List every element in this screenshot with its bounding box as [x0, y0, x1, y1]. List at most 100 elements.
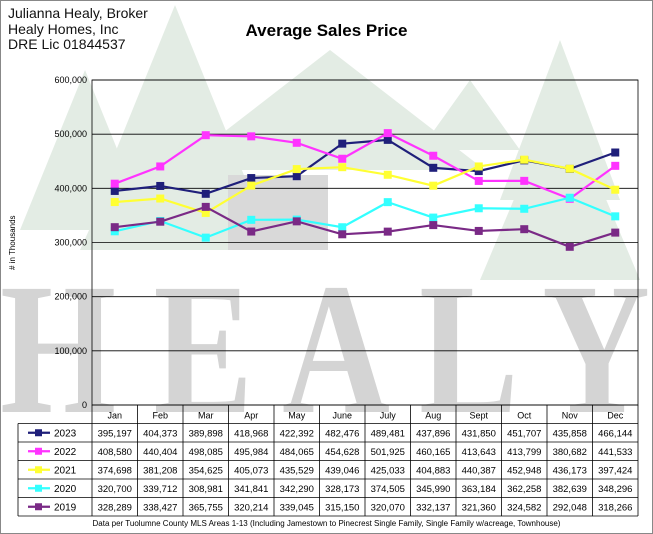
table-cell: 321,360	[462, 502, 496, 513]
table-cell: 381,208	[143, 465, 177, 476]
table-cell: 318,266	[598, 502, 632, 513]
table-cell: 315,150	[325, 502, 359, 513]
table-cell: 495,984	[234, 447, 268, 458]
table-cell: 338,427	[143, 502, 177, 513]
data-point-2022	[292, 138, 301, 147]
table-cell: 339,045	[280, 502, 314, 513]
x-tick-label: Oct	[517, 410, 532, 420]
data-point-2019	[429, 221, 438, 230]
y-tick-label: 0	[82, 400, 87, 410]
data-point-2022	[247, 132, 256, 141]
legend-marker-2021	[35, 466, 42, 474]
x-tick-label: Feb	[152, 410, 168, 420]
table-cell: 320,700	[98, 484, 132, 495]
data-point-2020	[565, 193, 574, 202]
data-point-2022	[338, 154, 347, 163]
data-point-2022	[383, 129, 392, 138]
data-point-2020	[520, 204, 529, 213]
data-point-2022	[156, 162, 165, 171]
data-point-2023	[429, 163, 438, 172]
table-cell: 320,214	[234, 502, 268, 513]
legend-label-2019: 2019	[54, 502, 77, 513]
table-cell: 431,850	[462, 428, 496, 439]
table-cell: 342,290	[280, 484, 314, 495]
table-cell: 292,048	[553, 502, 587, 513]
data-point-2021	[383, 170, 392, 179]
y-tick-label: 300,000	[54, 238, 87, 248]
table-cell: 413,799	[507, 447, 541, 458]
table-cell: 418,968	[234, 428, 268, 439]
table-cell: 389,898	[189, 428, 223, 439]
y-tick-label: 500,000	[54, 129, 87, 139]
data-point-2019	[110, 223, 119, 232]
data-point-2023	[338, 139, 347, 148]
table-cell: 440,387	[462, 465, 496, 476]
table-cell: 363,184	[462, 484, 496, 495]
table-cell: 489,481	[371, 428, 405, 439]
table-cell: 397,424	[598, 465, 632, 476]
footnote: Data per Tuolumne County MLS Areas 1-13 …	[92, 519, 561, 528]
x-tick-label: Nov	[562, 410, 579, 420]
x-tick-label: Apr	[244, 410, 258, 420]
data-point-2019	[338, 230, 347, 239]
data-point-2020	[201, 233, 210, 242]
table-cell: 498,085	[189, 447, 223, 458]
data-point-2021	[611, 185, 620, 194]
table-cell: 404,373	[143, 428, 177, 439]
data-point-2023	[247, 174, 256, 183]
x-tick-label: Aug	[425, 410, 441, 420]
series-line-2022	[114, 131, 616, 201]
table-cell: 332,137	[416, 502, 450, 513]
broker-license: DRE Lic 01844537	[8, 36, 126, 52]
legend-marker-2023	[35, 429, 42, 437]
data-point-2019	[565, 242, 574, 251]
table-cell: 320,070	[371, 502, 405, 513]
table-cell: 382,639	[553, 484, 587, 495]
table-cell: 339,712	[143, 484, 177, 495]
data-point-2020	[474, 204, 483, 213]
data-point-2019	[247, 227, 256, 236]
legend-label-2020: 2020	[54, 484, 77, 495]
table-cell: 437,896	[416, 428, 450, 439]
data-point-2019	[474, 226, 483, 235]
table-cell: 454,628	[325, 447, 359, 458]
legend-marker-2022	[35, 447, 42, 455]
data-point-2023	[156, 181, 165, 190]
data-point-2021	[110, 198, 119, 207]
table-cell: 484,065	[280, 447, 314, 458]
table-cell: 441,533	[598, 447, 632, 458]
data-point-2021	[201, 208, 210, 217]
data-point-2019	[383, 227, 392, 236]
table-cell: 324,582	[507, 502, 541, 513]
data-point-2023	[201, 189, 210, 198]
x-tick-label: Jan	[107, 410, 122, 420]
table-cell: 439,046	[325, 465, 359, 476]
table-cell: 436,173	[553, 465, 587, 476]
data-point-2023	[292, 172, 301, 181]
table-cell: 354,625	[189, 465, 223, 476]
broker-company: Healy Homes, Inc	[8, 21, 119, 37]
table-cell: 422,392	[280, 428, 314, 439]
legend-marker-2020	[35, 484, 42, 492]
data-point-2021	[474, 162, 483, 171]
table-cell: 460,165	[416, 447, 450, 458]
y-tick-label: 100,000	[54, 346, 87, 356]
series-line-2019	[114, 205, 616, 248]
table-cell: 345,990	[416, 484, 450, 495]
table-cell: 440,404	[143, 447, 177, 458]
x-tick-label: Sept	[469, 410, 488, 420]
data-point-2019	[520, 225, 529, 234]
table-cell: 380,682	[553, 447, 587, 458]
legend-marker-2019	[35, 503, 42, 511]
data-point-2021	[247, 181, 256, 190]
table-cell: 435,529	[280, 465, 314, 476]
table-cell: 404,883	[416, 465, 450, 476]
table-cell: 425,033	[371, 465, 405, 476]
data-point-2019	[156, 217, 165, 226]
data-point-2019	[201, 202, 210, 211]
x-tick-label: May	[288, 410, 306, 420]
table-cell: 452,948	[507, 465, 541, 476]
chart-title: Average Sales Price	[245, 21, 408, 40]
table-cell: 362,258	[507, 484, 541, 495]
